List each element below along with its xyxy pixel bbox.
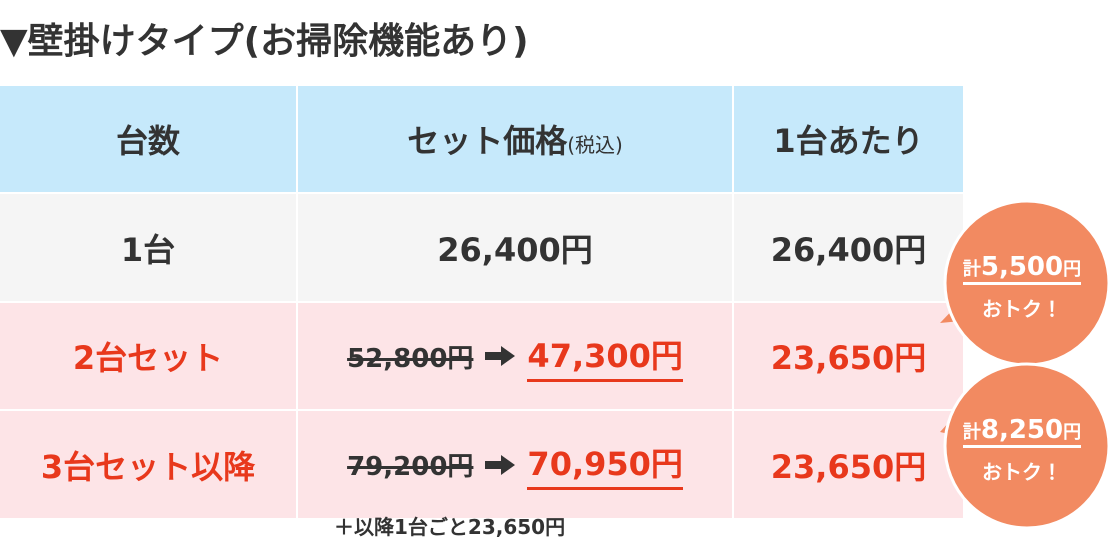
badge-text: おトク！ <box>982 459 1062 484</box>
badge-amount: 8,250 <box>980 415 1064 445</box>
badge-amount: 5,500 <box>980 252 1064 282</box>
header-price: セット価格 (税込) <box>298 86 732 192</box>
note: ＋以降1台ごと23,650円 <box>334 515 566 539</box>
header-per-unit: 1台あたり <box>734 86 963 192</box>
header-price-note: (税込) <box>567 132 623 157</box>
badge-prefix: 計 <box>962 422 981 443</box>
count: 2台セット <box>0 303 296 409</box>
badge-prefix: 計 <box>962 259 981 280</box>
per-unit: 23,650円 <box>734 303 963 409</box>
header-count: 台数 <box>0 86 296 192</box>
arrow <box>485 346 516 366</box>
price: 26,400円 <box>298 194 732 301</box>
badge-text: おトク！ <box>982 296 1062 321</box>
price: 47,300円 <box>527 331 683 382</box>
count: 3台セット以降 <box>0 411 296 518</box>
per-unit: 23,650円 <box>734 411 963 518</box>
price: 70,950円 <box>527 439 683 490</box>
title: ▼壁掛けタイプ(お掃除機能あり) <box>0 21 529 62</box>
arrow <box>485 454 516 475</box>
count: 1台 <box>0 194 296 301</box>
header-price-label: セット価格 <box>407 122 568 160</box>
price-cell: 52,800円 47,300円 <box>298 303 732 409</box>
badge-unit: 円 <box>1063 422 1082 443</box>
badge: 計5,500円 おトク！ <box>932 195 1112 375</box>
badge-unit: 円 <box>1063 259 1082 280</box>
price-cell: 79,200円 70,950円 <box>298 411 732 518</box>
per-unit: 26,400円 <box>734 194 963 301</box>
badge: 計8,250円 おトク！ <box>932 358 1112 538</box>
original-price: 52,800円 <box>347 343 474 374</box>
original-price: 79,200円 <box>347 452 474 482</box>
